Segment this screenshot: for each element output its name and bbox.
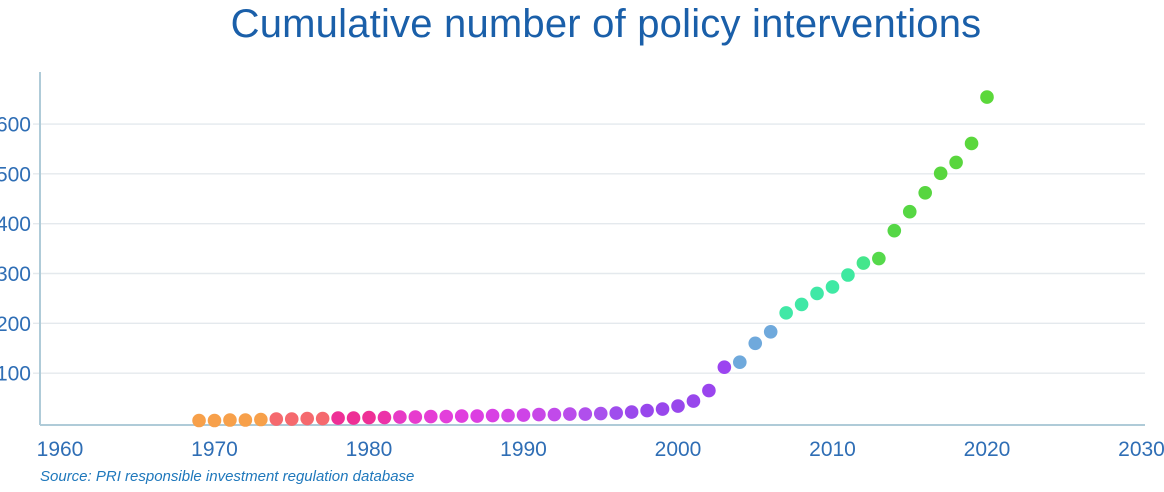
data-point	[902, 204, 917, 219]
data-point	[315, 411, 330, 426]
data-point	[980, 90, 994, 104]
data-point	[284, 412, 299, 426]
data-point	[640, 403, 654, 418]
data-point	[655, 402, 670, 416]
y-tick-label-300: 300	[0, 263, 31, 286]
data-point	[717, 360, 732, 374]
data-point	[794, 297, 809, 312]
data-point	[887, 223, 902, 238]
y-tick-label-100: 100	[0, 363, 31, 386]
x-tick-label-1960: 1960	[37, 438, 84, 461]
y-tick-label-200: 200	[0, 313, 31, 336]
data-point	[872, 251, 886, 266]
data-point	[532, 407, 546, 422]
data-point	[733, 355, 747, 370]
data-point	[949, 155, 963, 170]
data-point	[825, 280, 840, 294]
data-point	[578, 407, 593, 421]
data-point	[810, 286, 824, 301]
data-point	[238, 413, 253, 427]
data-point	[609, 406, 623, 420]
y-tick-label-400: 400	[0, 213, 31, 236]
y-tick-label-600: 600	[0, 114, 31, 137]
x-tick-label-2030: 2030	[1118, 438, 1164, 461]
data-point	[192, 413, 206, 428]
data-point	[470, 409, 484, 423]
source-note: Source: PRI responsible investment regul…	[40, 468, 415, 485]
data-point	[454, 409, 469, 423]
data-point	[393, 410, 407, 424]
data-point	[964, 136, 979, 151]
x-tick-label-1970: 1970	[191, 438, 238, 461]
data-point	[501, 408, 515, 423]
data-point	[547, 407, 562, 422]
data-point	[702, 383, 716, 398]
chart-title: Cumulative number of policy intervention…	[230, 2, 982, 46]
data-point	[377, 410, 392, 425]
data-point	[254, 412, 268, 427]
data-point	[408, 410, 423, 424]
x-tick-label-1990: 1990	[500, 438, 547, 461]
data-point	[485, 408, 500, 423]
x-tick-label-2000: 2000	[655, 438, 702, 461]
x-tick-label-1980: 1980	[346, 438, 393, 461]
data-point	[763, 325, 778, 339]
data-point	[223, 413, 237, 427]
data-point	[918, 185, 932, 200]
data-point	[331, 411, 345, 425]
data-point	[841, 268, 855, 282]
data-point	[346, 411, 361, 425]
data-point	[933, 166, 948, 181]
data-point	[516, 408, 531, 422]
data-point	[856, 256, 871, 270]
data-point	[439, 409, 454, 424]
data-point	[748, 336, 763, 351]
data-point	[424, 409, 438, 424]
data-point	[671, 399, 685, 413]
data-point	[779, 306, 793, 320]
data-point	[593, 406, 608, 421]
x-tick-label-2010: 2010	[809, 438, 856, 461]
data-point	[207, 413, 222, 428]
y-tick-label-500: 500	[0, 163, 31, 186]
data-point	[269, 412, 284, 426]
data-point	[686, 394, 701, 408]
x-tick-label-2020: 2020	[964, 438, 1011, 461]
data-point	[624, 405, 639, 419]
data-point	[362, 410, 376, 425]
data-point	[300, 411, 315, 426]
data-point	[563, 407, 577, 421]
